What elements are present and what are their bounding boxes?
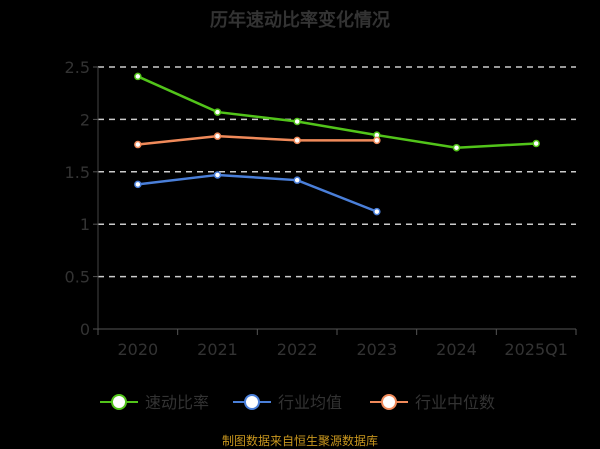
x-tick-label: 2022 <box>277 340 318 359</box>
x-tick-label: 2020 <box>117 340 158 359</box>
legend-label: 速动比率 <box>145 393 209 412</box>
series-line-0 <box>137 75 537 149</box>
data-point <box>134 72 142 81</box>
y-tick-label: 1 <box>80 215 90 234</box>
data-point <box>213 108 222 116</box>
y-tick-label: 2.5 <box>65 58 90 77</box>
y-tick-label: 1.5 <box>65 163 90 182</box>
x-tick-label: 2021 <box>197 340 238 359</box>
legend-marker <box>244 394 260 410</box>
data-point <box>452 143 461 152</box>
data-point <box>293 176 301 184</box>
legend-marker <box>111 394 127 410</box>
data-point <box>134 140 142 149</box>
legend-label: 行业中位数 <box>415 393 495 412</box>
legend-label: 行业均值 <box>278 393 342 412</box>
y-tick-label: 2 <box>80 110 90 129</box>
data-point <box>213 132 222 140</box>
data-point <box>213 171 222 179</box>
series-line-2 <box>137 134 377 146</box>
legend-marker <box>381 394 397 410</box>
data-point <box>293 136 301 145</box>
series-line-1 <box>137 173 378 213</box>
data-point <box>293 117 301 126</box>
y-tick-label: 0 <box>80 320 90 339</box>
x-tick-label: 2024 <box>436 340 477 359</box>
data-point <box>532 139 540 148</box>
data-source: 制图数据来自恒生聚源数据库 <box>221 434 378 448</box>
x-tick-label: 2023 <box>356 340 397 359</box>
chart-title: 历年速动比率变化情况 <box>210 10 390 31</box>
y-tick-label: 0.5 <box>65 268 90 287</box>
data-point <box>373 136 381 145</box>
data-point <box>373 207 381 216</box>
data-point <box>134 180 142 189</box>
x-tick-label: 2025Q1 <box>504 340 568 359</box>
